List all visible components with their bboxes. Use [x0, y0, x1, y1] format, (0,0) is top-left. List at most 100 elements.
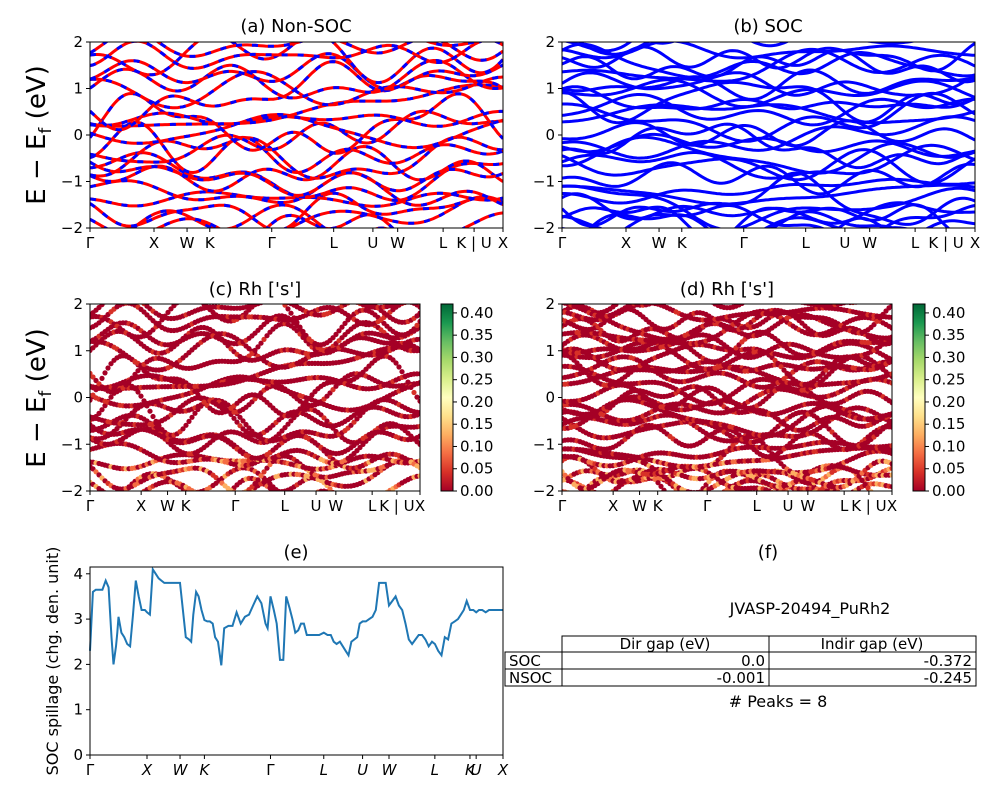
band-point: [255, 344, 261, 350]
band-point: [183, 295, 188, 300]
band-point: [156, 519, 161, 524]
band-point: [171, 286, 176, 291]
band-line: [562, 115, 975, 160]
band-point: [417, 347, 420, 353]
band-point: [682, 502, 687, 507]
band-line: [562, 68, 975, 101]
band-point: [321, 415, 327, 421]
band-point: [186, 295, 191, 300]
band-point: [664, 505, 669, 510]
panel-c-points: [87, 268, 420, 530]
band-point: [399, 369, 405, 375]
band-point: [297, 324, 303, 330]
band-point: [249, 500, 254, 505]
xtick-label: Γ: [231, 497, 240, 515]
band-point: [417, 318, 420, 325]
band-point: [87, 291, 92, 296]
band-point: [258, 304, 264, 306]
band-point: [384, 281, 389, 286]
band-point: [186, 272, 191, 277]
band-point: [345, 508, 350, 513]
band-point: [189, 273, 194, 278]
band-point: [330, 387, 336, 393]
band-point: [141, 270, 146, 275]
band-point: [117, 291, 122, 296]
band-point: [114, 275, 119, 280]
band-point: [153, 505, 158, 510]
band-point: [721, 502, 726, 507]
band-line: [90, 42, 503, 85]
band-point: [120, 274, 125, 279]
band-point: [411, 522, 416, 527]
band-point: [204, 497, 209, 502]
band-point: [99, 304, 105, 308]
xtick-label: Γ: [268, 234, 277, 252]
band-point: [357, 517, 362, 522]
band-point: [240, 499, 245, 504]
band-point: [303, 501, 308, 506]
panel-a-title: (a) Non-SOC: [240, 16, 351, 37]
band-point: [114, 291, 119, 296]
band-point: [324, 293, 329, 298]
band-line: [562, 143, 975, 180]
band-point: [378, 280, 383, 285]
band-point: [111, 293, 116, 298]
band-point: [210, 499, 215, 504]
band-point: [592, 498, 597, 503]
band-point: [183, 287, 188, 292]
band-point: [147, 292, 152, 297]
band-point: [102, 370, 108, 376]
ytick-label: 2: [545, 33, 555, 51]
band-point: [583, 497, 588, 502]
band-point: [132, 295, 137, 300]
band-point: [847, 491, 852, 496]
band-point: [231, 415, 237, 421]
band-point: [123, 496, 128, 501]
band-point: [300, 501, 305, 506]
band-point: [99, 407, 105, 413]
band-point: [354, 297, 359, 302]
panel-d-points: [562, 304, 892, 520]
band-point: [309, 296, 314, 301]
band-point: [417, 310, 420, 316]
band-point: [123, 382, 129, 388]
xtick-label: X: [149, 234, 159, 252]
band-point: [102, 515, 107, 520]
band-point: [637, 515, 642, 520]
band-point: [595, 513, 600, 518]
band-point: [321, 290, 326, 295]
band-point: [312, 295, 317, 300]
band-point: [99, 278, 104, 283]
band-point: [285, 269, 290, 274]
band-point: [363, 281, 368, 286]
band-point: [742, 504, 747, 509]
band-point: [153, 268, 158, 273]
band-line: [562, 80, 975, 125]
band-point: [150, 268, 155, 273]
band-point: [297, 406, 303, 412]
band-point: [147, 269, 152, 274]
xtick-label: W: [180, 234, 195, 252]
band-point: [240, 493, 245, 498]
ylabel-band-mid: E − Ef (eV): [22, 328, 56, 468]
band-point: [150, 525, 155, 530]
band-point: [417, 441, 420, 447]
band-point: [682, 496, 687, 501]
band-point: [177, 269, 182, 274]
band-point: [766, 488, 772, 491]
band-point: [357, 509, 362, 514]
band-line: [562, 85, 975, 111]
band-point: [129, 375, 135, 381]
band-point: [694, 493, 699, 498]
band-point: [303, 399, 309, 405]
xtick-label: L: [281, 497, 290, 515]
band-point: [351, 298, 356, 303]
band-point: [622, 510, 627, 515]
band-point: [339, 294, 344, 299]
band-point: [718, 493, 723, 498]
band-point: [634, 514, 639, 519]
band-point: [592, 513, 597, 518]
